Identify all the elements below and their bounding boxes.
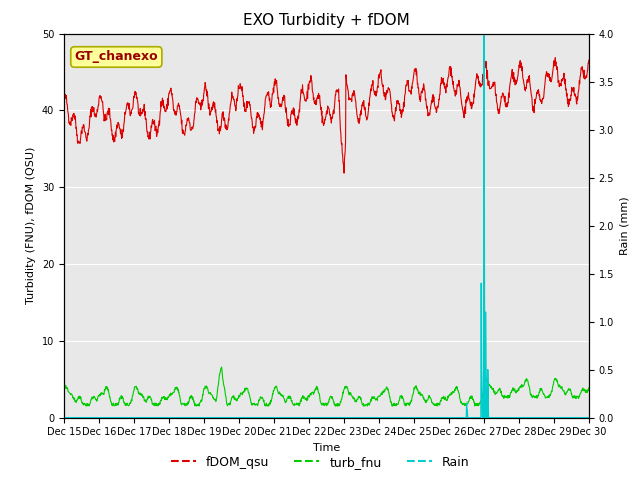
Text: GT_chanexo: GT_chanexo [74,50,158,63]
Rain [480,31,488,36]
turb_fnu [177,399,184,405]
Line: fDOM_qsu: fDOM_qsu [64,58,589,173]
Line: turb_fnu: turb_fnu [64,367,589,406]
fDOM_qsu [164,103,172,108]
Rain [585,415,593,420]
fDOM_qsu [552,55,559,60]
fDOM_qsu [236,85,243,91]
fDOM_qsu [340,170,348,176]
fDOM_qsu [408,85,416,91]
fDOM_qsu [60,98,68,104]
Rain [177,415,184,420]
Rain [164,415,172,420]
turb_fnu [236,394,244,399]
fDOM_qsu [585,57,593,63]
turb_fnu [585,385,593,391]
Rain [236,415,243,420]
fDOM_qsu [523,78,531,84]
turb_fnu [218,364,225,370]
Line: Rain: Rain [64,34,589,418]
fDOM_qsu [177,112,184,118]
fDOM_qsu [477,84,484,90]
Rain [60,415,68,420]
turb_fnu [408,393,416,399]
turb_fnu [477,398,484,404]
Rain [408,415,415,420]
Legend: fDOM_qsu, turb_fnu, Rain: fDOM_qsu, turb_fnu, Rain [166,451,474,474]
Y-axis label: Turbidity (FNU), fDOM (QSU): Turbidity (FNU), fDOM (QSU) [26,147,36,304]
turb_fnu [332,403,339,409]
turb_fnu [524,377,531,383]
turb_fnu [60,386,68,392]
turb_fnu [164,394,172,400]
X-axis label: Time: Time [313,443,340,453]
Rain [523,415,531,420]
Rain [476,415,484,420]
Title: EXO Turbidity + fDOM: EXO Turbidity + fDOM [243,13,410,28]
Y-axis label: Rain (mm): Rain (mm) [620,196,630,255]
